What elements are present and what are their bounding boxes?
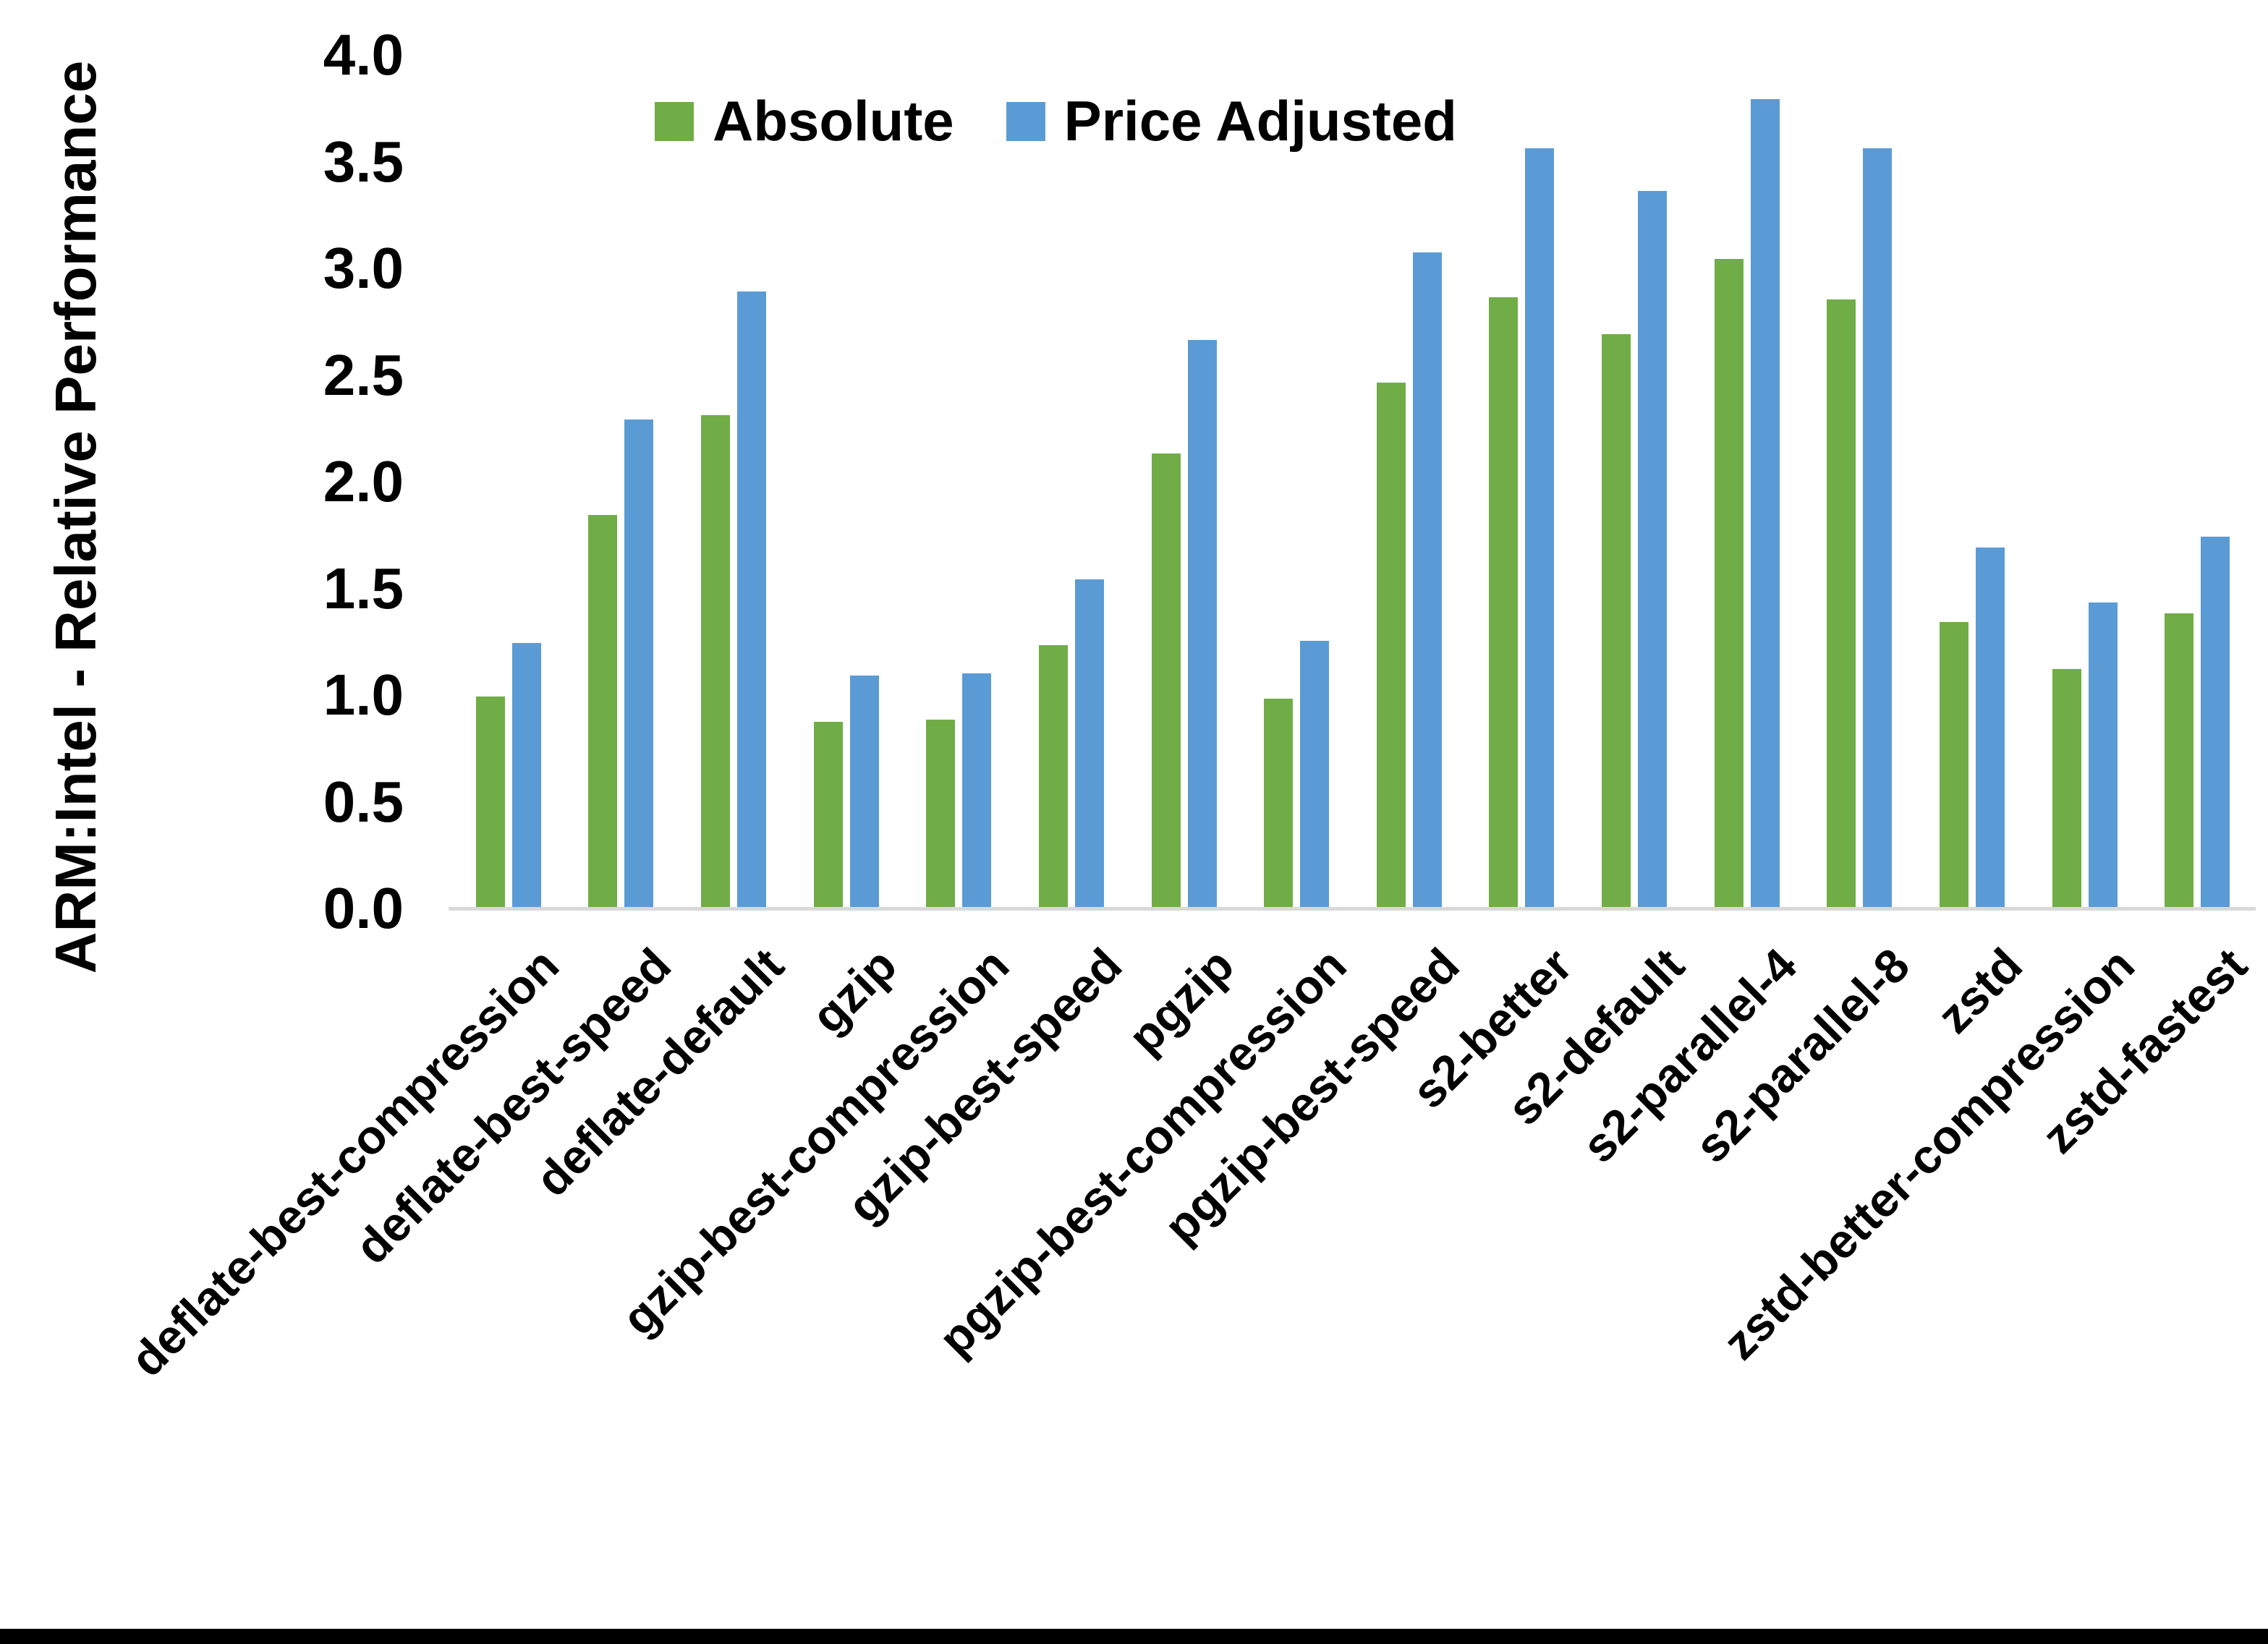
bar-price-adjusted-pgzip xyxy=(1187,340,1217,910)
bar-price-adjusted-zstd-fastest xyxy=(2201,536,2230,910)
legend-swatch-absolute-icon xyxy=(655,101,694,141)
y-tick-label: 0.0 xyxy=(323,876,404,940)
y-tick-label: 1.5 xyxy=(323,555,404,621)
bar-absolute-s2-default xyxy=(1602,333,1631,910)
bar-price-adjusted-deflate-best-compression xyxy=(511,643,541,910)
bar-price-adjusted-s2-parallel-8 xyxy=(1863,148,1893,910)
bar-price-adjusted-s2-parallel-4 xyxy=(1750,99,1780,910)
bar-price-adjusted-deflate-best-speed xyxy=(624,419,654,910)
bar-absolute-zstd xyxy=(1939,621,1968,910)
y-tick-label: 3.5 xyxy=(323,129,404,194)
y-tick-label: 1.0 xyxy=(323,663,404,727)
legend: Absolute Price Adjusted xyxy=(655,88,1457,154)
y-tick-label: 4.0 xyxy=(323,22,404,87)
x-label-deflate-best-compression: deflate-best-compression xyxy=(119,937,569,1387)
bar-absolute-zstd-fastest xyxy=(2165,613,2194,910)
y-tick-label: 0.5 xyxy=(323,769,404,834)
y-tick-label: 2.0 xyxy=(323,449,404,514)
bar-price-adjusted-pgzip-best-compression xyxy=(1300,641,1330,910)
bottom-border xyxy=(0,1629,2268,1644)
bar-absolute-s2-better xyxy=(1489,297,1519,910)
y-tick-label: 2.5 xyxy=(323,342,404,407)
bar-price-adjusted-gzip xyxy=(849,675,879,910)
bar-absolute-gzip-best-speed xyxy=(1038,645,1068,910)
bar-absolute-gzip xyxy=(813,722,843,910)
bar-absolute-zstd-better-compression xyxy=(2052,668,2081,910)
bar-absolute-deflate-default xyxy=(701,414,731,910)
bar-absolute-pgzip xyxy=(1151,453,1181,910)
legend-swatch-price-adjusted-icon xyxy=(1006,101,1045,141)
bar-price-adjusted-zstd-better-compression xyxy=(2088,602,2118,910)
bar-price-adjusted-gzip-best-speed xyxy=(1074,579,1104,910)
legend-item-price-adjusted: Price Adjusted xyxy=(1006,88,1457,154)
legend-label-absolute: Absolute xyxy=(713,89,954,153)
bar-price-adjusted-zstd xyxy=(1975,547,2005,910)
bar-absolute-s2-parallel-4 xyxy=(1714,259,1744,910)
bar-absolute-s2-parallel-8 xyxy=(1827,299,1856,910)
bar-price-adjusted-gzip-best-compression xyxy=(962,673,992,910)
legend-item-absolute: Absolute xyxy=(655,88,954,154)
bar-absolute-pgzip-best-compression xyxy=(1264,698,1294,910)
y-tick-label: 3.0 xyxy=(323,236,404,300)
bar-price-adjusted-s2-default xyxy=(1638,190,1668,910)
bar-absolute-gzip-best-compression xyxy=(926,720,956,910)
bar-absolute-pgzip-best-speed xyxy=(1376,383,1406,910)
bar-price-adjusted-s2-better xyxy=(1525,148,1555,910)
bar-absolute-deflate-best-speed xyxy=(588,515,618,910)
bar-absolute-deflate-best-compression xyxy=(475,697,505,910)
x-axis-line xyxy=(449,907,2256,911)
legend-label-price-adjusted: Price Adjusted xyxy=(1063,89,1457,153)
bar-price-adjusted-pgzip-best-speed xyxy=(1412,252,1442,910)
bar-price-adjusted-deflate-default xyxy=(737,291,767,910)
